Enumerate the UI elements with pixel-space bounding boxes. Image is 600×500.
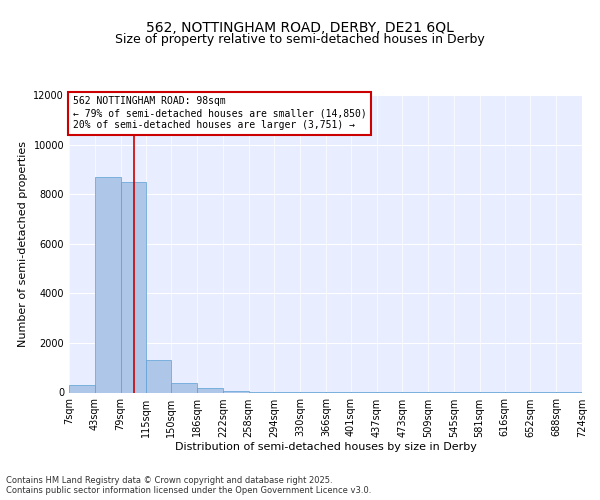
Text: Contains HM Land Registry data © Crown copyright and database right 2025.
Contai: Contains HM Land Registry data © Crown c… xyxy=(6,476,371,495)
Text: 562 NOTTINGHAM ROAD: 98sqm
← 79% of semi-detached houses are smaller (14,850)
20: 562 NOTTINGHAM ROAD: 98sqm ← 79% of semi… xyxy=(73,96,367,130)
Bar xyxy=(69,385,95,392)
Bar xyxy=(223,390,248,392)
Bar xyxy=(146,360,172,392)
Text: Size of property relative to semi-detached houses in Derby: Size of property relative to semi-detach… xyxy=(115,34,485,46)
Bar xyxy=(95,177,121,392)
X-axis label: Distribution of semi-detached houses by size in Derby: Distribution of semi-detached houses by … xyxy=(175,442,476,452)
Text: 562, NOTTINGHAM ROAD, DERBY, DE21 6QL: 562, NOTTINGHAM ROAD, DERBY, DE21 6QL xyxy=(146,20,454,34)
Bar xyxy=(197,388,223,392)
Bar xyxy=(121,182,146,392)
Bar xyxy=(172,382,197,392)
Y-axis label: Number of semi-detached properties: Number of semi-detached properties xyxy=(18,141,28,347)
